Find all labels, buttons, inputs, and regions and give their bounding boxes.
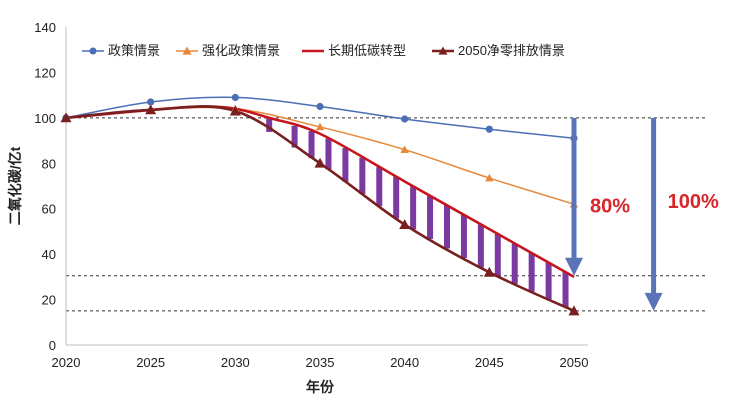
data-point xyxy=(314,157,326,168)
hatch-bar xyxy=(460,214,467,259)
reduction-label-1: 100% xyxy=(668,191,719,213)
series-line-1 xyxy=(65,106,575,205)
y-tick-label: 40 xyxy=(42,247,56,262)
data-point xyxy=(400,145,409,154)
reference-lines xyxy=(66,117,708,312)
hatch-bar xyxy=(511,243,518,284)
data-point xyxy=(147,98,155,106)
hatch-bar xyxy=(325,138,332,170)
y-tick-label: 20 xyxy=(42,293,56,308)
data-point xyxy=(568,305,580,316)
data-point xyxy=(315,122,325,131)
hatch-bar xyxy=(308,131,315,159)
legend-label-0: 政策情景 xyxy=(108,43,160,58)
reduction-label-0: 80% xyxy=(590,196,630,218)
y-axis-label: 二氧化碳/亿t xyxy=(7,146,23,225)
x-axis-label: 年份 xyxy=(306,379,335,395)
hatch-bar xyxy=(477,224,484,268)
x-tick-label: 2050 xyxy=(560,355,589,370)
y-tick-label: 60 xyxy=(42,202,56,217)
data-point xyxy=(60,112,72,123)
hatch-bar xyxy=(359,157,366,194)
series-line-3 xyxy=(65,105,575,313)
hatch-bar xyxy=(410,186,417,230)
hatch-bar xyxy=(427,195,434,239)
data-point xyxy=(145,104,157,115)
legend: 政策情景 强化政策情景 长期低碳转型 2050净零排放情景 xyxy=(82,43,565,58)
hatch-bar xyxy=(444,205,450,249)
hatch-bar xyxy=(562,272,569,308)
hatch-bar xyxy=(342,148,349,182)
data-point xyxy=(485,125,493,133)
x-tick-label: 2045 xyxy=(475,355,504,370)
hatch-bar xyxy=(266,117,273,132)
hatch-bar xyxy=(545,262,552,300)
x-tick-label: 2040 xyxy=(390,355,419,370)
y-tick-labels: 0 20 40 60 80 100 120 140 xyxy=(34,20,56,353)
hatch-bars xyxy=(266,117,569,308)
data-point xyxy=(483,266,495,277)
data-point xyxy=(316,102,324,111)
x-tick-label: 2020 xyxy=(52,355,81,370)
y-tick-label: 120 xyxy=(34,65,56,80)
legend-label-3: 2050净零排放情景 xyxy=(458,43,565,58)
x-tick-labels: 2020 2025 2030 2035 2040 2045 2050 xyxy=(52,355,589,370)
axes xyxy=(65,27,588,346)
data-point xyxy=(401,115,409,123)
y-tick-label: 80 xyxy=(42,156,56,171)
legend-marker xyxy=(182,46,192,55)
hatch-bar xyxy=(393,176,400,219)
hatch-bar xyxy=(528,253,535,292)
series-markers xyxy=(60,93,580,316)
legend-marker xyxy=(438,46,448,55)
x-tick-label: 2035 xyxy=(306,355,335,370)
x-tick-label: 2030 xyxy=(221,355,250,370)
legend-marker xyxy=(89,47,97,55)
hatch-bar xyxy=(376,167,383,207)
y-tick-label: 0 xyxy=(49,338,56,353)
hatch-bar xyxy=(291,125,298,148)
data-point xyxy=(399,219,411,230)
x-tick-label: 2025 xyxy=(136,355,165,370)
hatch-bar xyxy=(494,233,501,277)
data-point xyxy=(229,105,241,116)
data-point xyxy=(485,173,494,182)
reduction-arrows: 80% 100% xyxy=(565,117,719,311)
y-tick-label: 140 xyxy=(34,20,56,35)
arrow-head-1 xyxy=(644,292,663,311)
data-point xyxy=(231,93,239,102)
legend-label-1: 强化政策情景 xyxy=(202,43,280,58)
y-tick-label: 100 xyxy=(34,111,56,126)
legend-label-2: 长期低碳转型 xyxy=(328,43,406,58)
arrow-head-0 xyxy=(565,257,583,276)
